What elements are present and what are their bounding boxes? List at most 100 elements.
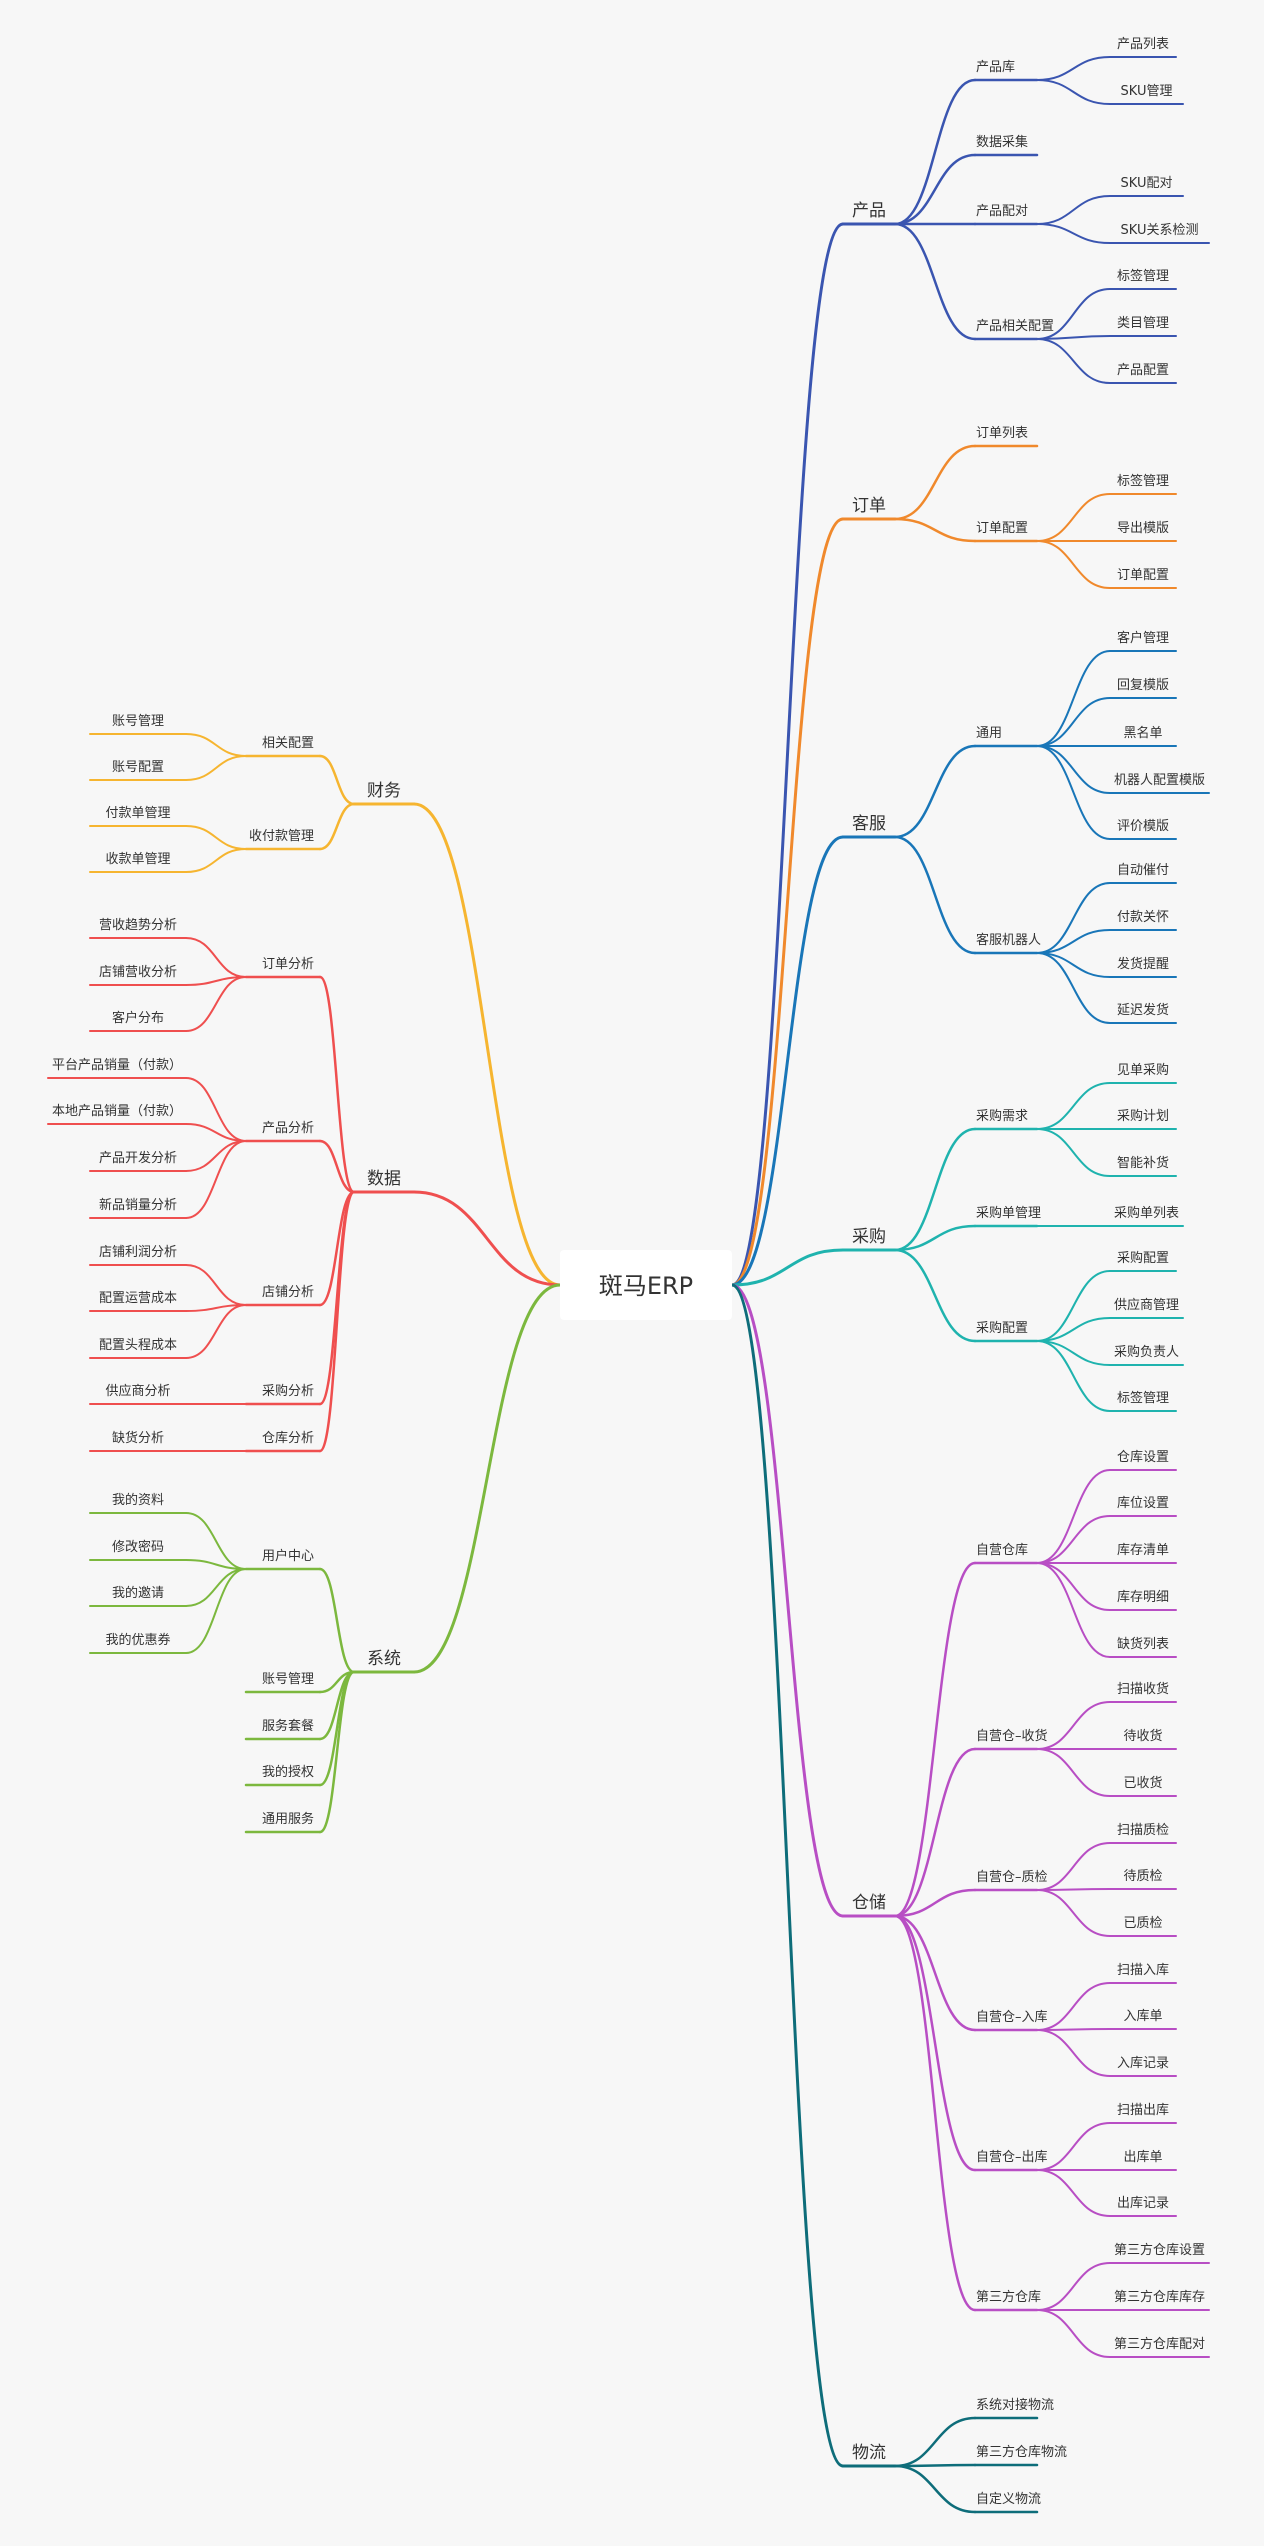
leaf-label[interactable]: 扫描收货	[1117, 1681, 1169, 1697]
leaf-label[interactable]: 采购计划	[1117, 1108, 1169, 1124]
branch-label[interactable]: 仓储	[852, 1893, 886, 1913]
topic-label[interactable]: 采购配置	[976, 1320, 1028, 1336]
topic-label[interactable]: 自营仓–质检	[976, 1870, 1048, 1885]
leaf-label[interactable]: 我的邀请	[112, 1585, 164, 1601]
topic-label[interactable]: 收付款管理	[249, 829, 314, 844]
leaf-label[interactable]: 标签管理	[1117, 473, 1169, 489]
leaf-label[interactable]: 付款关怀	[1117, 910, 1169, 925]
leaf-label[interactable]: 我的优惠券	[105, 1632, 170, 1648]
topic-label[interactable]: 产品库	[976, 59, 1015, 75]
leaf-label[interactable]: 已收货	[1123, 1775, 1162, 1791]
leaf-label[interactable]: 扫描质检	[1117, 1823, 1169, 1838]
leaf-label[interactable]: 自动催付	[1117, 863, 1169, 878]
topic-label[interactable]: 订单列表	[976, 426, 1028, 441]
topic-label[interactable]: 自营仓–收货	[976, 1728, 1048, 1744]
topic-label[interactable]: 采购分析	[262, 1383, 314, 1399]
topic-label[interactable]: 自营仓–入库	[976, 2009, 1048, 2025]
leaf-label[interactable]: 客户管理	[1117, 630, 1169, 646]
leaf-label[interactable]: 机器人配置模版	[1114, 773, 1205, 788]
leaf-label[interactable]: 营收趋势分析	[99, 917, 177, 933]
leaf-label[interactable]: 付款单管理	[105, 806, 170, 821]
leaf-label[interactable]: 出库单	[1123, 2149, 1162, 2165]
leaf-label[interactable]: 仓库设置	[1117, 1449, 1169, 1465]
leaf-label[interactable]: 修改密码	[112, 1539, 164, 1555]
leaf-label[interactable]: 采购配置	[1117, 1250, 1169, 1266]
root-node[interactable]: 斑马ERP	[560, 1250, 732, 1320]
leaf-label[interactable]: SKU配对	[1121, 176, 1173, 191]
topic-label[interactable]: 采购需求	[976, 1108, 1028, 1124]
leaf-label[interactable]: 已质检	[1123, 1916, 1162, 1931]
leaf-label[interactable]: 产品开发分析	[99, 1150, 177, 1166]
leaf-label[interactable]: 采购单列表	[1114, 1205, 1179, 1221]
leaf-label[interactable]: 订单配置	[1117, 568, 1169, 583]
leaf-label[interactable]: 标签管理	[1117, 268, 1169, 284]
leaf-label[interactable]: 第三方仓库库存	[1114, 2289, 1205, 2305]
leaf-label[interactable]: 店铺营收分析	[99, 965, 177, 980]
topic-label[interactable]: 第三方仓库物流	[976, 2444, 1067, 2460]
topic-label[interactable]: 数据采集	[976, 134, 1028, 150]
leaf-label[interactable]: 见单采购	[1117, 1062, 1169, 1078]
leaf-label[interactable]: 待收货	[1123, 1728, 1162, 1744]
leaf-label[interactable]: 智能补货	[1117, 1155, 1169, 1171]
branch-label[interactable]: 订单	[852, 496, 886, 516]
topic-label[interactable]: 通用	[976, 726, 1002, 741]
leaf-label[interactable]: 出库记录	[1117, 2195, 1169, 2211]
branch-label[interactable]: 财务	[367, 781, 401, 801]
leaf-label[interactable]: SKU管理	[1121, 84, 1173, 99]
topic-label[interactable]: 自定义物流	[976, 2492, 1041, 2507]
branch-label[interactable]: 采购	[852, 1227, 886, 1247]
leaf-label[interactable]: 缺货列表	[1117, 1636, 1169, 1652]
topic-label[interactable]: 相关配置	[262, 736, 314, 751]
topic-label[interactable]: 客服机器人	[976, 932, 1041, 948]
leaf-label[interactable]: 扫描入库	[1117, 1962, 1169, 1978]
leaf-label[interactable]: 采购负责人	[1114, 1344, 1179, 1360]
leaf-label[interactable]: 库存明细	[1117, 1589, 1169, 1605]
branch-label[interactable]: 产品	[852, 201, 886, 221]
leaf-label[interactable]: 导出模版	[1117, 521, 1169, 536]
leaf-label[interactable]: 我的资料	[112, 1492, 164, 1508]
leaf-label[interactable]: 配置头程成本	[99, 1338, 177, 1353]
leaf-label[interactable]: 本地产品销量（付款）	[52, 1104, 182, 1119]
leaf-label[interactable]: 收款单管理	[105, 852, 170, 867]
leaf-label[interactable]: 待质检	[1123, 1869, 1162, 1884]
topic-label[interactable]: 订单配置	[976, 521, 1028, 536]
branch-label[interactable]: 物流	[852, 2443, 886, 2463]
topic-label[interactable]: 系统对接物流	[976, 2397, 1054, 2413]
leaf-label[interactable]: 产品配置	[1117, 363, 1169, 378]
leaf-label[interactable]: 库位设置	[1117, 1495, 1169, 1511]
leaf-label[interactable]: 发货提醒	[1117, 956, 1169, 972]
topic-label[interactable]: 产品相关配置	[976, 319, 1054, 334]
topic-label[interactable]: 账号管理	[262, 1672, 314, 1687]
leaf-label[interactable]: 客户分布	[112, 1010, 164, 1026]
branch-label[interactable]: 系统	[367, 1649, 401, 1669]
topic-label[interactable]: 自营仓–出库	[976, 2149, 1048, 2165]
leaf-label[interactable]: 缺货分析	[112, 1430, 164, 1446]
topic-label[interactable]: 用户中心	[262, 1548, 314, 1564]
leaf-label[interactable]: 第三方仓库设置	[1114, 2242, 1205, 2258]
branch-label[interactable]: 数据	[367, 1169, 401, 1189]
topic-label[interactable]: 产品分析	[262, 1121, 314, 1136]
leaf-label[interactable]: 扫描出库	[1117, 2102, 1169, 2118]
leaf-label[interactable]: 回复模版	[1117, 678, 1169, 693]
topic-label[interactable]: 产品配对	[976, 204, 1028, 219]
topic-label[interactable]: 服务套餐	[262, 1718, 314, 1734]
leaf-label[interactable]: 账号配置	[112, 760, 164, 775]
leaf-label[interactable]: 评价模版	[1117, 819, 1169, 834]
leaf-label[interactable]: 黑名单	[1123, 725, 1162, 741]
topic-label[interactable]: 采购单管理	[976, 1205, 1041, 1221]
leaf-label[interactable]: 产品列表	[1117, 37, 1169, 52]
leaf-label[interactable]: 标签管理	[1117, 1390, 1169, 1406]
leaf-label[interactable]: 供应商管理	[1114, 1297, 1179, 1313]
branch-label[interactable]: 客服	[852, 814, 886, 834]
leaf-label[interactable]: 类目管理	[1117, 316, 1169, 331]
topic-label[interactable]: 我的授权	[262, 1764, 314, 1780]
leaf-label[interactable]: 店铺利润分析	[99, 1245, 177, 1260]
leaf-label[interactable]: 账号管理	[112, 714, 164, 729]
topic-label[interactable]: 自营仓库	[976, 1542, 1028, 1558]
topic-label[interactable]: 通用服务	[262, 1811, 314, 1827]
leaf-label[interactable]: 新品销量分析	[99, 1197, 177, 1213]
leaf-label[interactable]: 延迟发货	[1117, 1002, 1169, 1018]
topic-label[interactable]: 第三方仓库	[976, 2289, 1041, 2305]
topic-label[interactable]: 店铺分析	[262, 1285, 314, 1300]
leaf-label[interactable]: 库存清单	[1117, 1542, 1169, 1558]
